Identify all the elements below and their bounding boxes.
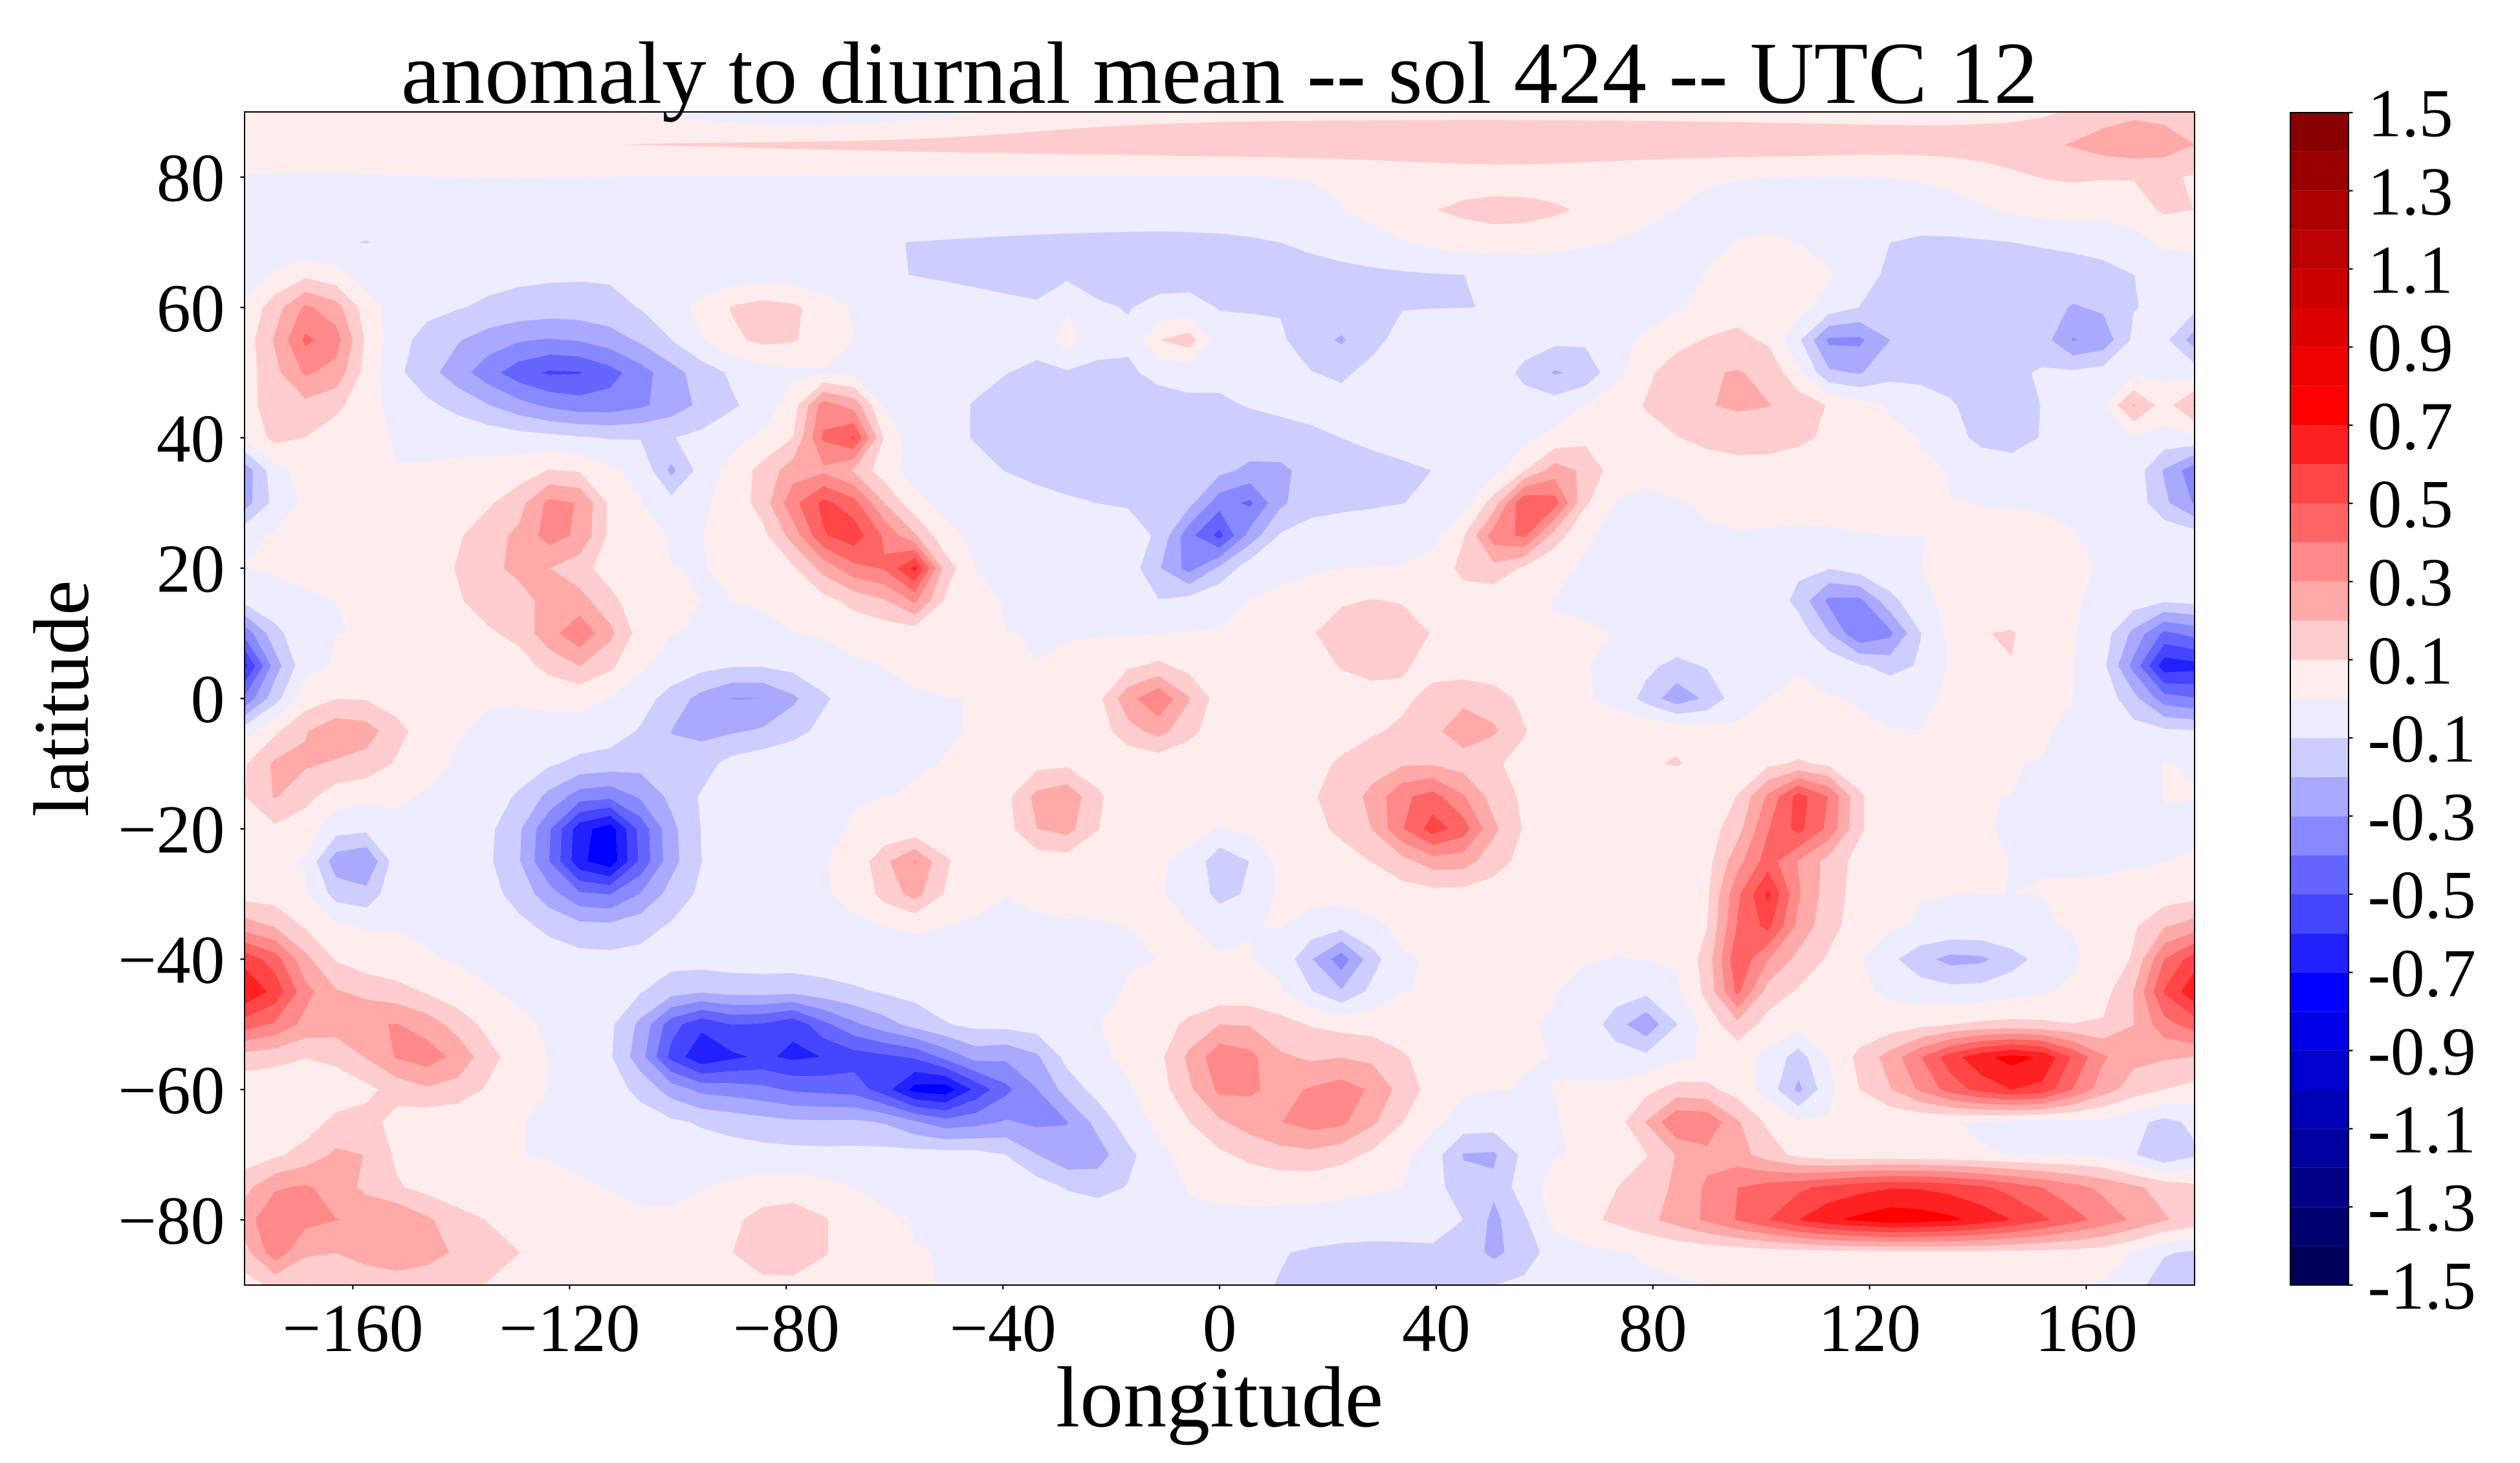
svg-text:60: 60 — [157, 270, 225, 346]
svg-text:0.9: 0.9 — [2368, 310, 2453, 386]
svg-text:1.5: 1.5 — [2368, 76, 2453, 151]
svg-text:−80: −80 — [733, 1290, 840, 1366]
svg-text:−60: −60 — [118, 1053, 225, 1128]
svg-text:-1.3: -1.3 — [2368, 1170, 2476, 1246]
svg-text:longitude: longitude — [1056, 1349, 1383, 1445]
svg-text:−120: −120 — [499, 1290, 640, 1366]
svg-text:−40: −40 — [949, 1290, 1056, 1366]
svg-text:0: 0 — [191, 661, 225, 737]
svg-text:0.5: 0.5 — [2368, 467, 2453, 542]
svg-text:−160: −160 — [282, 1290, 423, 1366]
svg-text:-0.3: -0.3 — [2368, 779, 2476, 855]
svg-text:−20: −20 — [118, 792, 225, 868]
svg-text:160: 160 — [2035, 1290, 2138, 1366]
svg-text:0.1: 0.1 — [2368, 622, 2453, 698]
svg-text:-1.1: -1.1 — [2368, 1092, 2476, 1167]
svg-text:−40: −40 — [118, 922, 225, 998]
svg-text:120: 120 — [1818, 1290, 1921, 1366]
svg-text:20: 20 — [157, 531, 225, 607]
svg-text:0.3: 0.3 — [2368, 544, 2453, 620]
svg-text:-0.9: -0.9 — [2368, 1013, 2476, 1089]
svg-text:80: 80 — [157, 140, 225, 215]
svg-text:-1.5: -1.5 — [2368, 1248, 2476, 1324]
svg-text:80: 80 — [1619, 1290, 1687, 1366]
svg-text:1.3: 1.3 — [2368, 153, 2453, 229]
svg-text:-0.5: -0.5 — [2368, 857, 2476, 933]
svg-text:−80: −80 — [118, 1183, 225, 1259]
svg-text:0: 0 — [1203, 1290, 1237, 1366]
svg-text:0.7: 0.7 — [2368, 388, 2453, 464]
svg-text:40: 40 — [157, 401, 225, 476]
svg-text:latitude: latitude — [18, 580, 105, 817]
svg-text:-0.1: -0.1 — [2368, 701, 2476, 776]
svg-text:-0.7: -0.7 — [2368, 935, 2476, 1011]
svg-text:40: 40 — [1402, 1290, 1471, 1366]
svg-text:1.1: 1.1 — [2368, 232, 2453, 307]
svg-text:anomaly to diurnal mean -- sol: anomaly to diurnal mean -- sol 424 -- UT… — [401, 24, 2038, 122]
